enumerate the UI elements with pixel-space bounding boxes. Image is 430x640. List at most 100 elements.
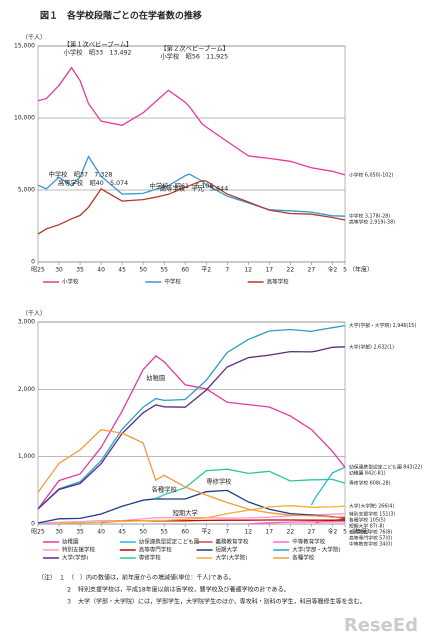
x-tick-label: 5 xyxy=(343,267,347,274)
x-tick-label: 50 xyxy=(139,267,147,274)
y-unit: （千人） xyxy=(22,310,46,318)
legend-label: 短期大学 xyxy=(216,546,239,554)
legend-label: 中等教育学校 xyxy=(292,538,326,546)
series-line xyxy=(37,180,346,235)
x-tick-label: 令2 xyxy=(327,266,337,274)
legend-label: 幼稚園 xyxy=(62,538,79,546)
legend-label: 義務教育学校 xyxy=(216,538,250,546)
annotation: 中学校 昭37 7,328 xyxy=(49,169,113,178)
end-label: 特別支援学校 151(3) xyxy=(349,510,395,517)
y-tick-label: 10,000 xyxy=(14,115,35,122)
end-label: 高等専門学校 57(0) xyxy=(349,534,392,541)
series-line xyxy=(37,355,346,510)
footnote: ３ 大学（学部・大学院）には，学部学生，大学院学生のほか，専攻科・別科の学生，科… xyxy=(66,598,366,606)
y-tick-label: 0 xyxy=(31,259,35,266)
legend-label: 中学校 xyxy=(164,278,181,286)
x-tick-label: 昭25 xyxy=(31,267,45,274)
x-tick-label: 60 xyxy=(181,529,189,536)
x-tick-label: 45 xyxy=(118,529,126,536)
series-line xyxy=(37,66,346,176)
x-tick-label: 5 xyxy=(343,529,347,536)
x-tick-label: 7 xyxy=(225,267,229,274)
annotation: 小学校 昭56 11,925 xyxy=(160,51,228,60)
x-tick-label: 17 xyxy=(265,267,273,274)
end-label: 幼稚園 842(-81) xyxy=(349,470,386,477)
legend-label: 各種学校 xyxy=(292,554,315,562)
legend-label: 大学(学部) xyxy=(62,554,88,562)
end-label: 義務教育学校 76(8) xyxy=(349,528,392,535)
x-tick-label: 平2 xyxy=(201,267,211,274)
x-tick-label: 22 xyxy=(287,267,295,274)
x-tick-label: 55 xyxy=(160,267,168,274)
annotation: 高等学校 昭40 5,074 xyxy=(58,178,128,187)
x-tick-label: 45 xyxy=(118,267,126,274)
x-tick-label: 12 xyxy=(244,529,252,536)
annotation: 専修学校 xyxy=(206,476,232,485)
end-label: 短期大学 87(-8) xyxy=(349,522,384,529)
end-label: 中学校 3,178(-28) xyxy=(349,213,390,220)
x-tick-label: 27 xyxy=(308,267,316,274)
footnote: （注） １ （ ）内の数値は，前年度からの増減値(単位：千人)である。 xyxy=(38,574,235,582)
series-line xyxy=(37,155,346,217)
legend-label: 大学(学部・大学院) xyxy=(292,546,340,554)
end-label: 幼保連携型認定こども園 843(22) xyxy=(349,464,422,471)
x-tick-label: 55 xyxy=(160,529,168,536)
y-tick-label: 3,000 xyxy=(18,319,35,326)
plot-frame xyxy=(37,45,346,263)
series-line xyxy=(37,489,346,524)
x-tick-label: 令2 xyxy=(327,528,337,536)
legend-label: 幼保連携型認定こども園 xyxy=(139,538,200,546)
x-tick-label: 30 xyxy=(55,267,63,274)
end-label: 各種学校 105(5) xyxy=(349,516,386,523)
y-tick-label: 5,000 xyxy=(18,187,35,194)
x-tick-label: 35 xyxy=(76,529,84,536)
legend-label: 小学校 xyxy=(62,278,79,286)
end-label: 大学(学部・大学院) 2,946(15) xyxy=(349,322,416,329)
x-tick-label: 40 xyxy=(97,529,105,536)
series-line xyxy=(310,466,346,506)
end-label: 中等教育学校 34(0) xyxy=(349,540,392,547)
y-tick-label: 15,000 xyxy=(14,43,35,50)
annotation: 【第２次ベビーブーム】 xyxy=(160,43,229,52)
series-line xyxy=(248,521,346,525)
x-tick-label: 22 xyxy=(287,529,295,536)
legend-label: 高等学校 xyxy=(267,278,290,286)
x-tick-label: 12 xyxy=(244,267,252,274)
end-label: 小学校 6,050(-102) xyxy=(349,171,393,178)
x-tick-label: 昭25 xyxy=(31,529,45,536)
watermark: ReseEd xyxy=(344,615,418,636)
end-label: 大学(大学院) 266(4) xyxy=(349,503,394,510)
footnote: ２ 特別支援学校は，平成18年度以前は盲学校，聾学校及び養護学校の計である。 xyxy=(66,586,290,594)
y-tick-label: 2,000 xyxy=(18,386,35,393)
x-tick-label: 60 xyxy=(181,267,189,274)
legend-label: 高等専門学校 xyxy=(139,546,173,554)
x-tick-label: 40 xyxy=(97,267,105,274)
annotation: 幼稚園 xyxy=(146,373,165,382)
y-unit: （千人） xyxy=(22,34,46,42)
x-tick-label: 7 xyxy=(225,529,229,536)
annotation: 短期大学 xyxy=(173,508,198,517)
end-label: 大学(学部) 2,632(1) xyxy=(349,343,394,350)
legend-label: 大学(大学院) xyxy=(216,554,248,562)
annotation: 小学校 昭33 13,492 xyxy=(64,48,132,57)
series-line xyxy=(58,505,346,524)
y-tick-label: 0 xyxy=(31,521,35,528)
x-tick-label: 30 xyxy=(55,529,63,536)
x-tick-label: 27 xyxy=(308,529,316,536)
series-line xyxy=(37,346,346,510)
series-line xyxy=(155,468,346,499)
annotation: 【第１次ベビーブーム】 xyxy=(64,40,133,49)
page-title: 図１ 各学校段階ごとの在学者数の推移 xyxy=(40,10,202,22)
y-tick-label: 1,000 xyxy=(18,453,35,460)
series-line xyxy=(37,324,346,510)
x-tick-label: 35 xyxy=(76,267,84,274)
end-label: 専修学校 608(-28) xyxy=(349,480,391,487)
x-axis-label: （年度） xyxy=(349,266,373,274)
annotation: 高等学校 平元 5,644 xyxy=(160,184,228,193)
x-tick-label: 17 xyxy=(265,529,273,536)
series-line xyxy=(37,429,346,518)
annotation: 中学校 昭61 6,106 xyxy=(149,181,213,190)
end-label: 高等学校 2,919(-38) xyxy=(349,219,395,226)
legend-label: 特別支援学校 xyxy=(62,546,96,554)
